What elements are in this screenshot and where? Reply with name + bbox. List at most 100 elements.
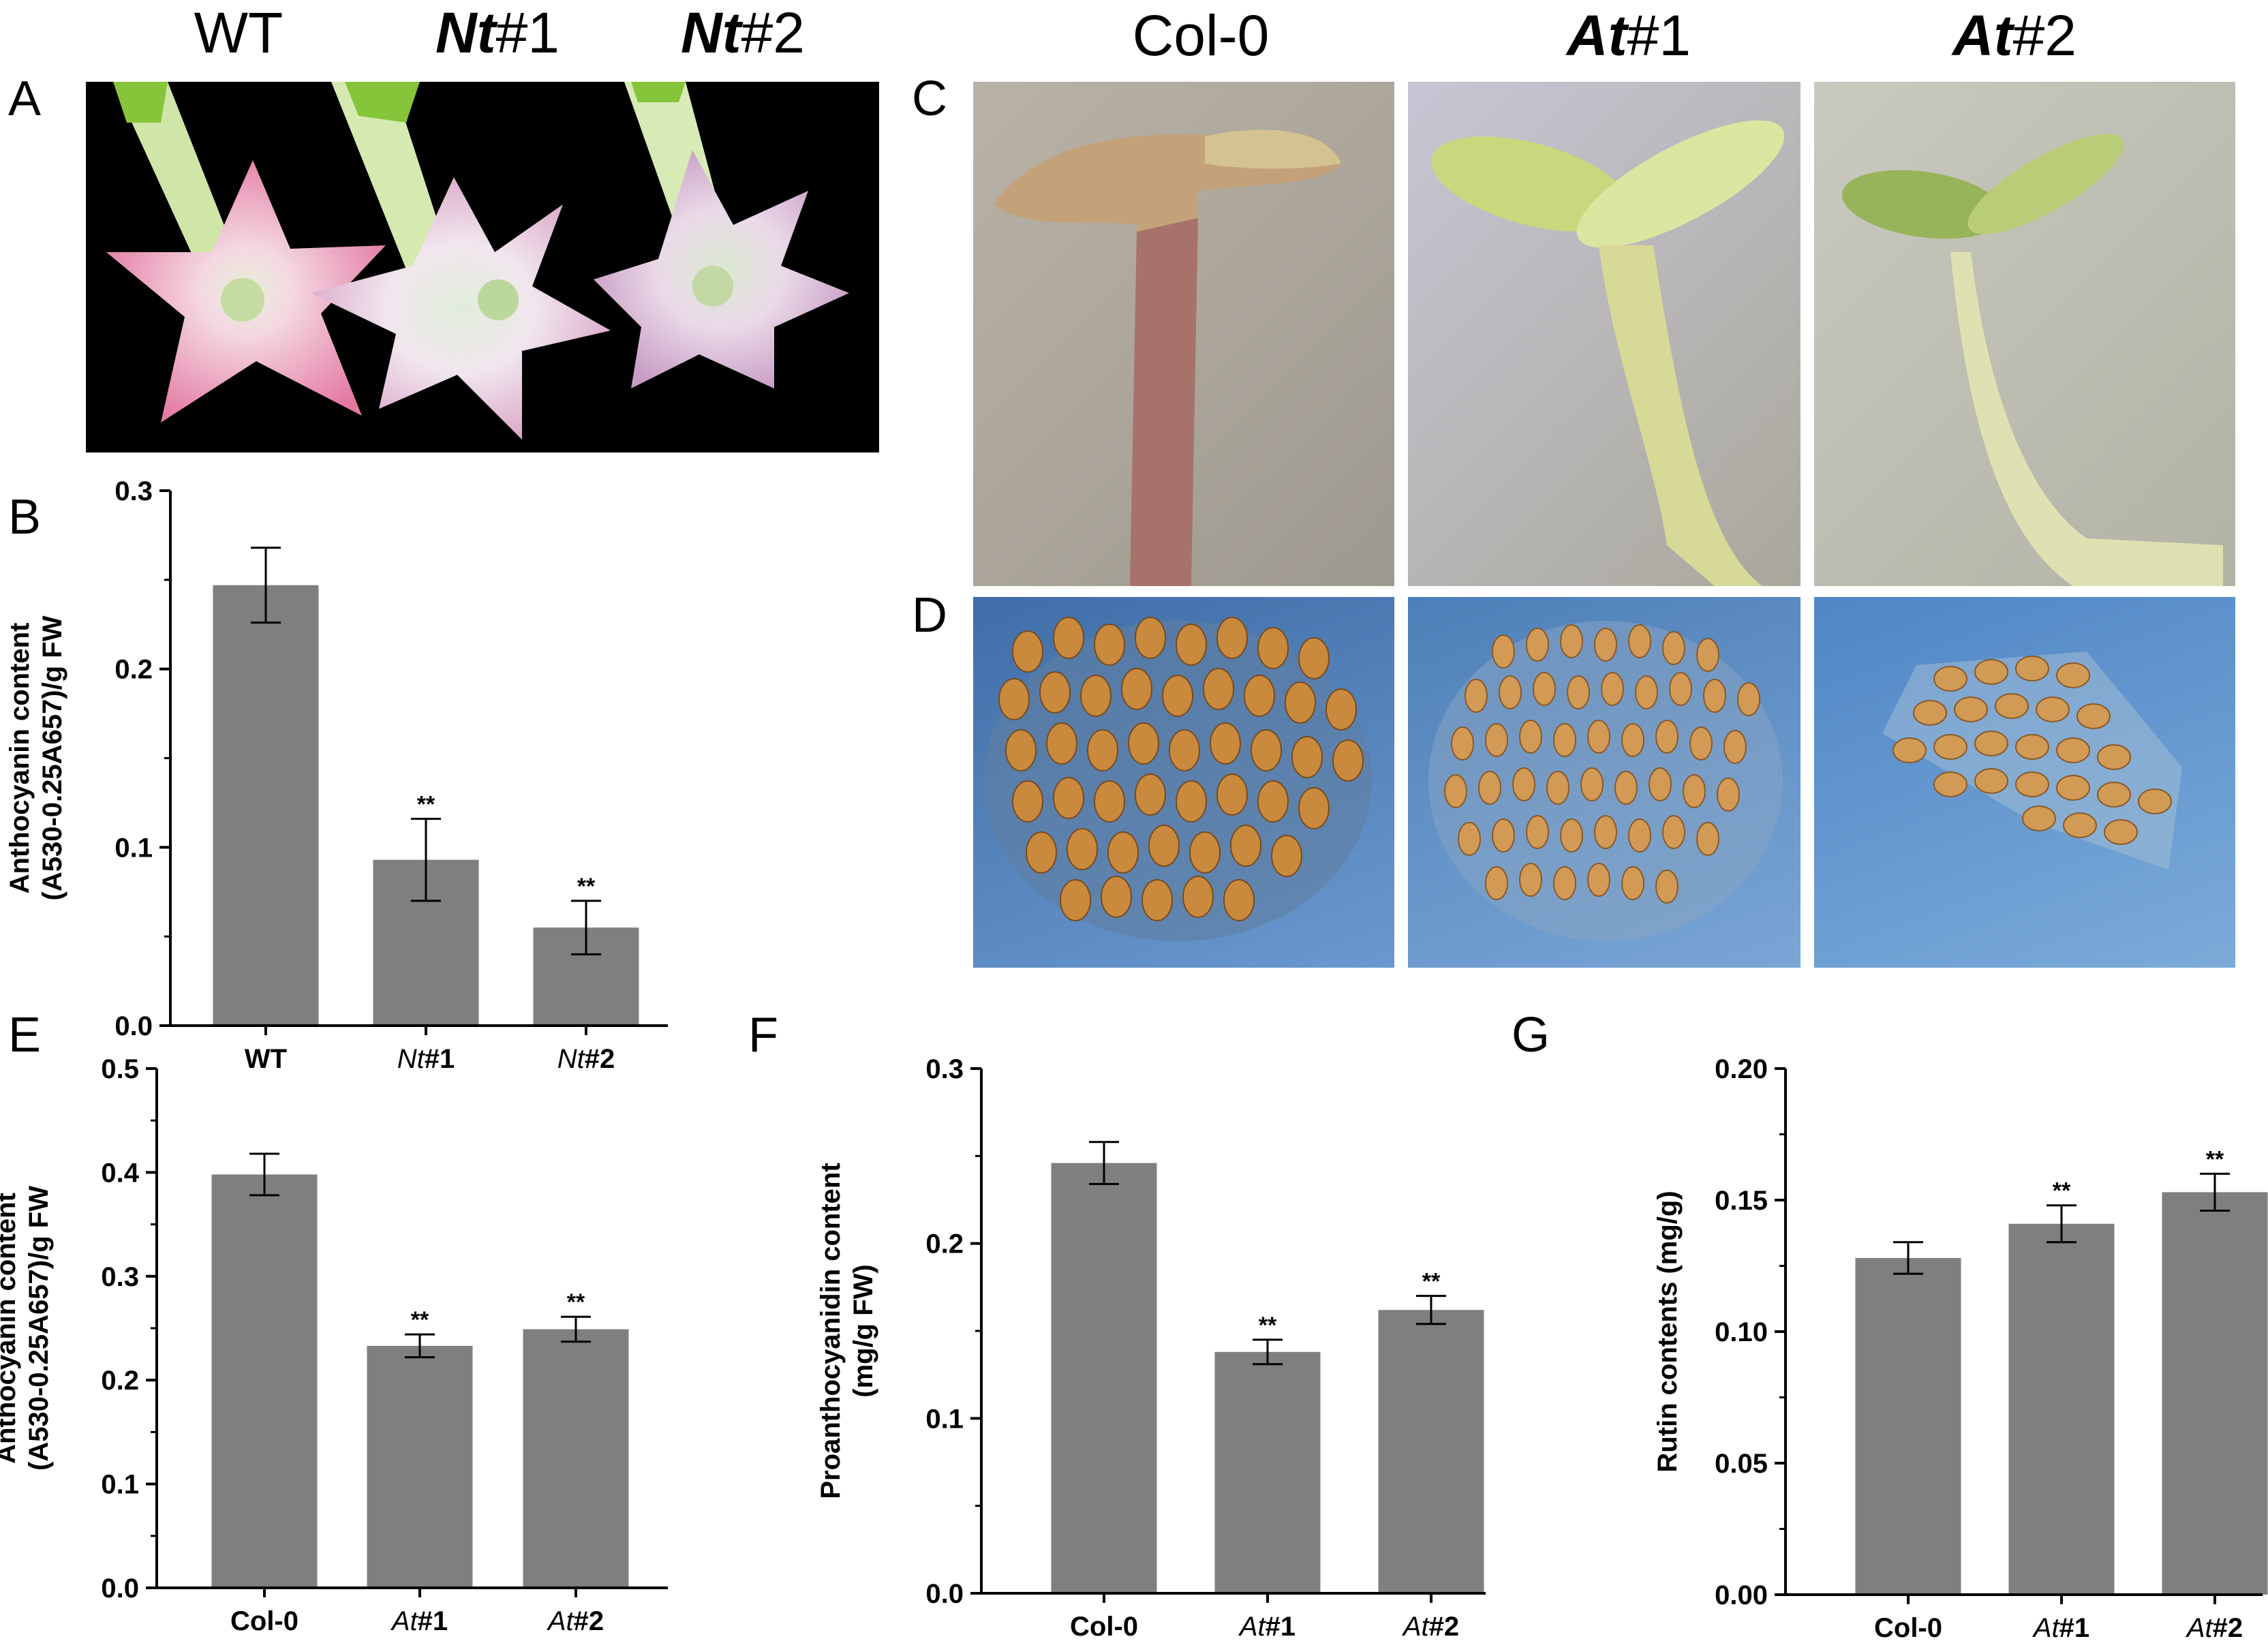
significance-mark: ** (577, 874, 596, 900)
seeds-photo-at2 (1814, 597, 2235, 968)
bar (1214, 1351, 1321, 1593)
y-tick-label: 0.4 (101, 1158, 139, 1188)
significance-mark: ** (2206, 1146, 2224, 1172)
panel-label-e: E (8, 1008, 42, 1062)
x-tick-label: At#2 (1402, 1612, 1459, 1641)
significance-mark: ** (567, 1289, 585, 1315)
header-at2: At#2 (1952, 3, 2077, 67)
y-tick-label: 0.0 (101, 1574, 139, 1604)
x-tick-text: #1 (425, 1044, 455, 1074)
x-tick-text: Col-0 (230, 1606, 298, 1636)
y-axis-label: Proanthocyanidin content (816, 1163, 846, 1499)
seedling-col0-illustration (994, 129, 1341, 586)
significance-mark: ** (1259, 1313, 1277, 1338)
y-tick-label: 0.0 (114, 1011, 153, 1041)
seedling-photo-col0 (973, 82, 1394, 586)
y-tick-label: 0.10 (1715, 1317, 1768, 1347)
x-tick-label: Nt#1 (397, 1044, 455, 1074)
header-nt2: Nt#2 (680, 1, 806, 65)
y-tick-label: 0.2 (925, 1229, 964, 1259)
chart-g: Col-0 ** At#1 ** At#2 0.00 0.05 0.10 0.15 0.20 Rut… (1653, 1054, 2268, 1641)
bar (1051, 1163, 1157, 1593)
panel-label-c: C (912, 72, 947, 126)
x-tick-label: WT (245, 1044, 287, 1074)
seeds-at2-illustration (1882, 651, 2182, 870)
panel-label-f: F (748, 1008, 778, 1062)
significance-mark: ** (417, 791, 435, 817)
y-tick-label: 0.3 (101, 1262, 139, 1292)
x-tick-prefix: At (390, 1606, 419, 1636)
y-tick-label: 0.3 (114, 476, 153, 506)
y-tick-label: 0.3 (925, 1054, 964, 1084)
x-tick-label: At#1 (1238, 1612, 1296, 1641)
bar (523, 1329, 629, 1588)
x-tick-text: Col-0 (1874, 1613, 1942, 1641)
x-tick-text: #2 (585, 1044, 615, 1074)
panel-label-g: G (1512, 1008, 1550, 1062)
chart-f: Col-0**At#1**At#20.00.10.20.3Proanthocya… (816, 1054, 1486, 1641)
panel-label-a: A (8, 72, 42, 126)
x-tick-label: At#1 (390, 1606, 448, 1636)
x-tick-prefix: At (547, 1606, 575, 1636)
seedling-photo-at1 (1408, 82, 1800, 586)
panel-label-d: D (912, 588, 947, 643)
x-tick-text: #1 (418, 1606, 448, 1636)
panel-label-b: B (8, 490, 42, 545)
flower-photo (86, 82, 879, 453)
x-tick-label: At#1 (2032, 1613, 2089, 1641)
x-tick-text: #2 (2213, 1613, 2243, 1641)
chart-e: Col-0**At#1**At#20.00.10.20.30.40.5Antho… (0, 1054, 668, 1636)
x-tick-text: #1 (2059, 1613, 2090, 1641)
seeds-photo-at1 (1408, 597, 1800, 968)
x-tick-label: Col-0 (1874, 1613, 1942, 1641)
x-tick-text: Col-0 (1070, 1612, 1138, 1641)
bar (1855, 1257, 1961, 1595)
x-tick-label: Col-0 (230, 1606, 298, 1636)
bar (213, 585, 319, 1026)
y-axis-label: (A530-0.25A657)/g FW (24, 1186, 54, 1471)
y-tick-label: 0.00 (1715, 1580, 1768, 1610)
significance-mark: ** (1422, 1269, 1441, 1295)
y-axis-label: (mg/g FW) (848, 1264, 878, 1398)
y-tick-label: 0.0 (925, 1579, 964, 1609)
y-axis-label: Rutin contents (mg/g) (1653, 1191, 1683, 1472)
seeds-photo-col0 (973, 597, 1394, 968)
bar (367, 1345, 473, 1588)
y-axis-label: Anthocyanin content (0, 1193, 21, 1464)
x-tick-prefix: At (1402, 1612, 1430, 1641)
x-tick-prefix: Nt (557, 1044, 586, 1074)
y-tick-label: 0.20 (1715, 1054, 1768, 1084)
y-tick-label: 0.1 (925, 1404, 964, 1434)
y-axis-label: Anthocyanin content (5, 623, 35, 894)
x-tick-label: At#2 (547, 1606, 604, 1636)
x-tick-text: WT (245, 1044, 287, 1074)
x-tick-label: Col-0 (1070, 1612, 1138, 1641)
x-tick-text: #1 (1266, 1612, 1296, 1641)
y-tick-label: 0.05 (1715, 1449, 1768, 1479)
header-col0: Col-0 (1132, 3, 1270, 67)
header-nt1: Nt#1 (435, 1, 560, 65)
header-at1: At#1 (1566, 3, 1691, 67)
bar (2162, 1192, 2268, 1595)
seedling-at2-illustration (1841, 134, 2223, 586)
x-tick-prefix: Nt (397, 1044, 426, 1074)
y-tick-label: 0.15 (1715, 1186, 1768, 1216)
x-tick-text: #2 (574, 1606, 604, 1636)
seeds-at1-illustration (1428, 621, 1783, 941)
seedling-at1-illustration (1431, 120, 1785, 586)
seedling-photo-at2 (1814, 82, 2235, 586)
bar (1378, 1310, 1484, 1593)
header-wt: WT (194, 1, 284, 65)
y-tick-label: 0.1 (101, 1470, 139, 1500)
flower-illustration (106, 82, 849, 440)
x-tick-prefix: At (2186, 1613, 2214, 1641)
y-tick-label: 0.2 (101, 1366, 139, 1396)
y-tick-label: 0.2 (114, 655, 153, 685)
bar (2008, 1223, 2115, 1595)
bar (211, 1174, 318, 1588)
x-tick-label: Nt#2 (557, 1044, 615, 1074)
significance-mark: ** (2053, 1178, 2071, 1204)
x-tick-prefix: At (1238, 1612, 1267, 1641)
seeds-col0-illustration (983, 617, 1372, 941)
